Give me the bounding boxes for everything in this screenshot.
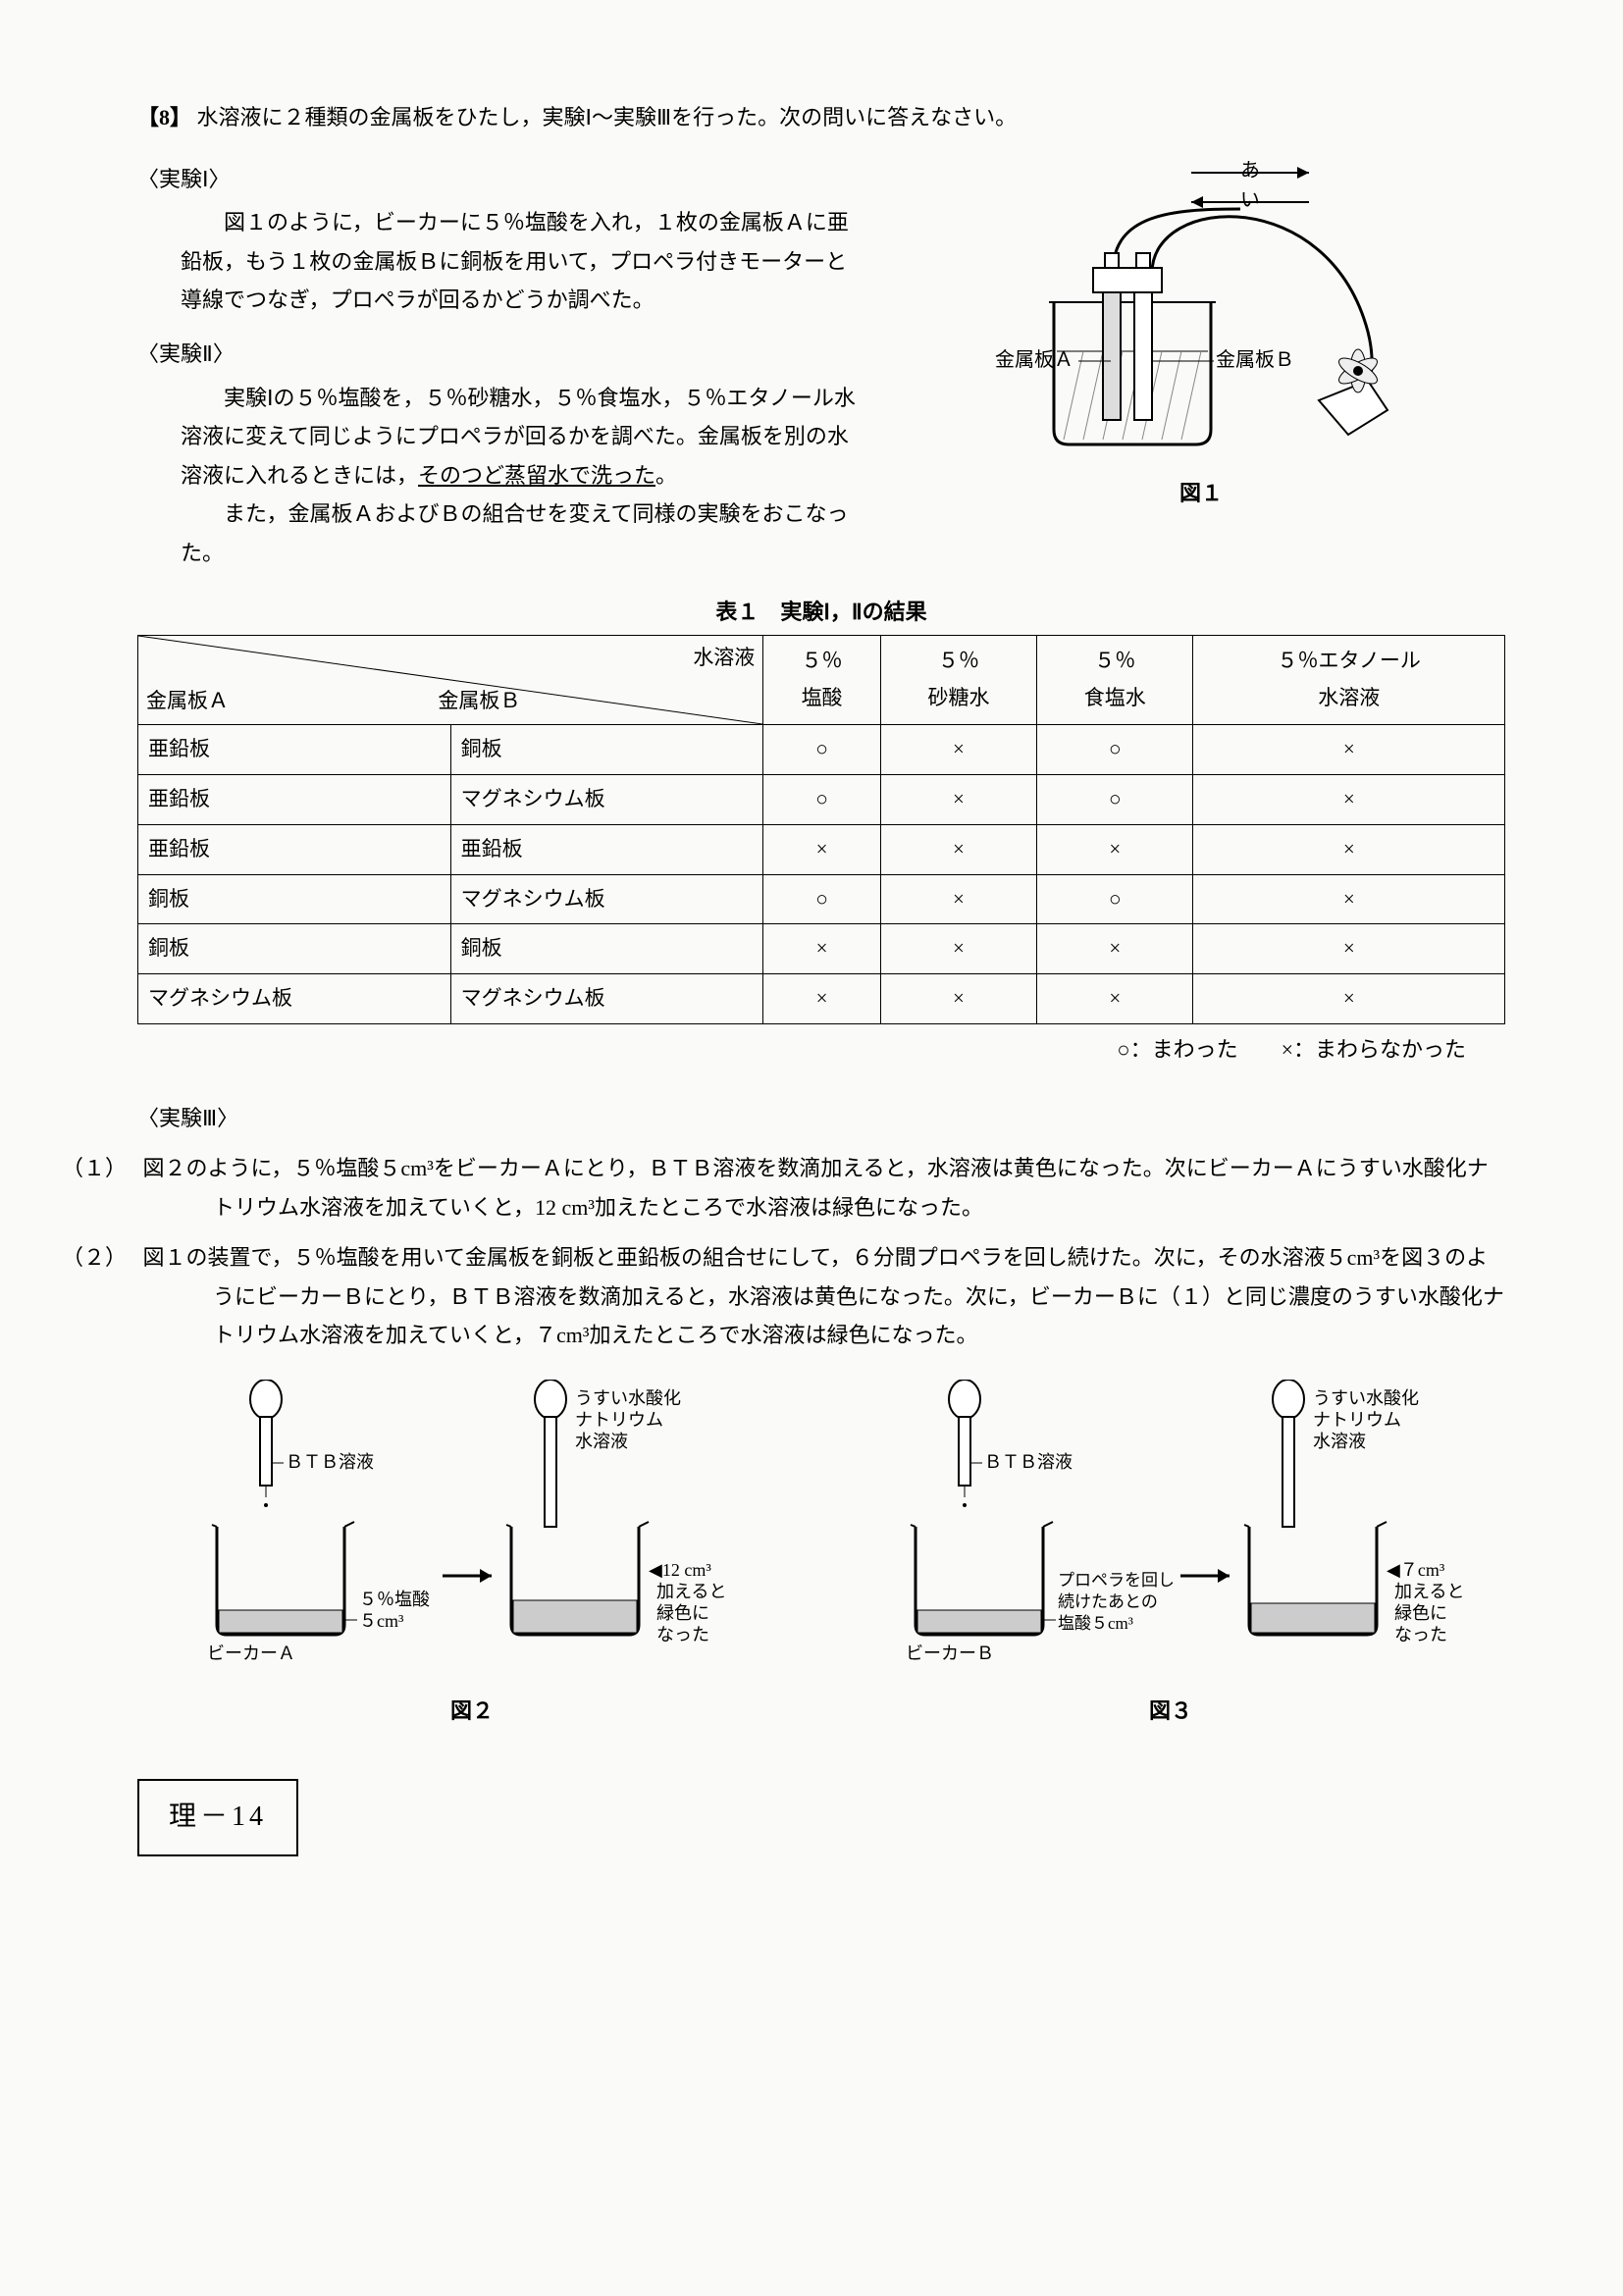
exp2-text-b: 。 (655, 463, 677, 488)
table1-title: 表１ 実験Ⅰ，Ⅱの結果 (137, 593, 1505, 632)
th-solution: 水溶液 (693, 640, 755, 677)
th-col-2: ５％ 食塩水 (1037, 636, 1193, 725)
fig3-label: 図３ (836, 1692, 1505, 1731)
question-number: 【8】 (137, 105, 191, 130)
fig2-acid2: ５cm³ (359, 1611, 404, 1631)
fig3-result2: 緑色に (1394, 1603, 1447, 1623)
fig2-acid1: ５％塩酸 (359, 1590, 430, 1609)
fig1-label-a: あ (1240, 160, 1260, 182)
figure1-svg: あ い (995, 155, 1407, 469)
th-plate-a: 金属板Ａ (146, 683, 229, 720)
fig1-label-i: い (1240, 189, 1260, 211)
figure3-svg: ＢＴＢ溶液 プロペラを回し 続けたあとの 塩酸５cm³ ビーカーＢ うすい水酸化… (866, 1380, 1475, 1674)
fig3-naoh3: 水溶液 (1313, 1432, 1366, 1451)
exp3-item2: （２） 図１の装置で，５％塩酸を用いて金属板を銅板と亜鉛板の組合せにして，６分間… (137, 1238, 1505, 1355)
figure1-column: あ い (897, 145, 1505, 573)
th-col-0: ５％ 塩酸 (763, 636, 881, 725)
fig1-plate-b: 金属板Ｂ (1216, 348, 1294, 371)
table-row: マグネシウム板マグネシウム板×××× (138, 974, 1505, 1024)
figure2-svg: ＢＴＢ溶液 ５％塩酸 ５cm³ ビーカーＡ うすい水酸化 ナトリウム 水溶液 (168, 1380, 776, 1674)
fig3-acid3: 塩酸５cm³ (1058, 1614, 1133, 1633)
fig2-result2: 緑色に (656, 1603, 709, 1623)
fig2-naoh3: 水溶液 (575, 1432, 628, 1451)
top-section: 〈実験Ⅰ〉 図１のように，ビーカーに５％塩酸を入れ，１枚の金属板Ａに亜鉛板，もう… (137, 145, 1505, 573)
table-row: 銅板銅板×××× (138, 924, 1505, 974)
figure2: ＢＴＢ溶液 ５％塩酸 ５cm³ ビーカーＡ うすい水酸化 ナトリウム 水溶液 (137, 1380, 807, 1730)
fig2-naoh2: ナトリウム (575, 1410, 663, 1430)
table1: 水溶液 金属板Ａ 金属板Ｂ ５％ 塩酸 ５％ 砂糖水 ５％ 食塩水 ５％エタノー… (137, 635, 1505, 1024)
table-row: 亜鉛板銅板○×○× (138, 725, 1505, 775)
th-col-3: ５％エタノール 水溶液 (1193, 636, 1505, 725)
fig3-beaker-label: ビーカーＢ (906, 1644, 994, 1663)
fig2-result1: 加えると (656, 1582, 726, 1601)
figures-2-3: ＢＴＢ溶液 ５％塩酸 ５cm³ ビーカーＡ うすい水酸化 ナトリウム 水溶液 (137, 1380, 1505, 1730)
figure3: ＢＴＢ溶液 プロペラを回し 続けたあとの 塩酸５cm³ ビーカーＢ うすい水酸化… (836, 1380, 1505, 1730)
table1-diag-header: 水溶液 金属板Ａ 金属板Ｂ (138, 636, 762, 724)
question-header: 【8】 水溶液に２種類の金属板をひたし，実験Ⅰ～実験Ⅲを行った。次の問いに答えな… (137, 98, 1505, 137)
exp1-text: 図１のように，ビーカーに５％塩酸を入れ，１枚の金属板Ａに亜鉛板，もう１枚の金属板… (137, 203, 867, 320)
fig2-result3: なった (656, 1625, 709, 1644)
fig2-label: 図２ (137, 1692, 807, 1731)
fig3-btb-label: ＢＴＢ溶液 (984, 1452, 1073, 1472)
fig2-result-arrow: ◀12 cm³ (649, 1560, 711, 1580)
exp1-label: 〈実験Ⅰ〉 (137, 160, 867, 199)
fig3-naoh1: うすい水酸化 (1313, 1388, 1419, 1408)
fig2-btb-label: ＢＴＢ溶液 (286, 1452, 374, 1472)
th-plate-b: 金属板Ｂ (438, 683, 520, 720)
table-row: 銅板マグネシウム板○×○× (138, 874, 1505, 924)
fig2-beaker-label: ビーカーＡ (207, 1644, 295, 1663)
fig3-result-arrow: ◀７cm³ (1387, 1560, 1445, 1580)
exp3-item1: （１） 図２のように，５％塩酸５cm³をビーカーＡにとり，ＢＴＢ溶液を数滴加える… (137, 1149, 1505, 1226)
exp2-para2: また，金属板ＡおよびＢの組合せを変えて同様の実験をおこなった。 (181, 495, 867, 572)
fig1-plate-a: 金属板Ａ (995, 348, 1073, 371)
fig3-result3: なった (1394, 1625, 1447, 1644)
exp2-underline: そのつど蒸留水で洗った (418, 463, 655, 488)
page-number: 理－14 (137, 1779, 298, 1855)
exp3-body: （１） 図２のように，５％塩酸５cm³をビーカーＡにとり，ＢＴＢ溶液を数滴加える… (137, 1149, 1505, 1355)
fig3-acid1: プロペラを回し (1058, 1571, 1175, 1590)
th-col-1: ５％ 砂糖水 (880, 636, 1036, 725)
exp3-label: 〈実験Ⅲ〉 (137, 1099, 1505, 1138)
fig3-naoh2: ナトリウム (1313, 1410, 1401, 1430)
table-row: 亜鉛板亜鉛板×××× (138, 824, 1505, 874)
exp2-label: 〈実験Ⅱ〉 (137, 335, 867, 374)
table-row: 亜鉛板マグネシウム板○×○× (138, 774, 1505, 824)
fig2-naoh1: うすい水酸化 (575, 1388, 681, 1408)
question-intro: 水溶液に２種類の金属板をひたし，実験Ⅰ～実験Ⅲを行った。次の問いに答えなさい。 (197, 105, 1018, 130)
fig3-acid2: 続けたあとの (1058, 1592, 1158, 1611)
text-column: 〈実験Ⅰ〉 図１のように，ビーカーに５％塩酸を入れ，１枚の金属板Ａに亜鉛板，もう… (137, 145, 867, 573)
exp2-body: 実験Ⅰの５％塩酸を，５％砂糖水，５％食塩水，５％エタノール水溶液に変えて同じよう… (137, 379, 867, 573)
figure1: あ い (897, 155, 1505, 513)
table1-legend: ○：まわった ×：まわらなかった (137, 1030, 1505, 1070)
fig3-result1: 加えると (1394, 1582, 1464, 1601)
fig1-label: 図１ (1179, 474, 1223, 513)
